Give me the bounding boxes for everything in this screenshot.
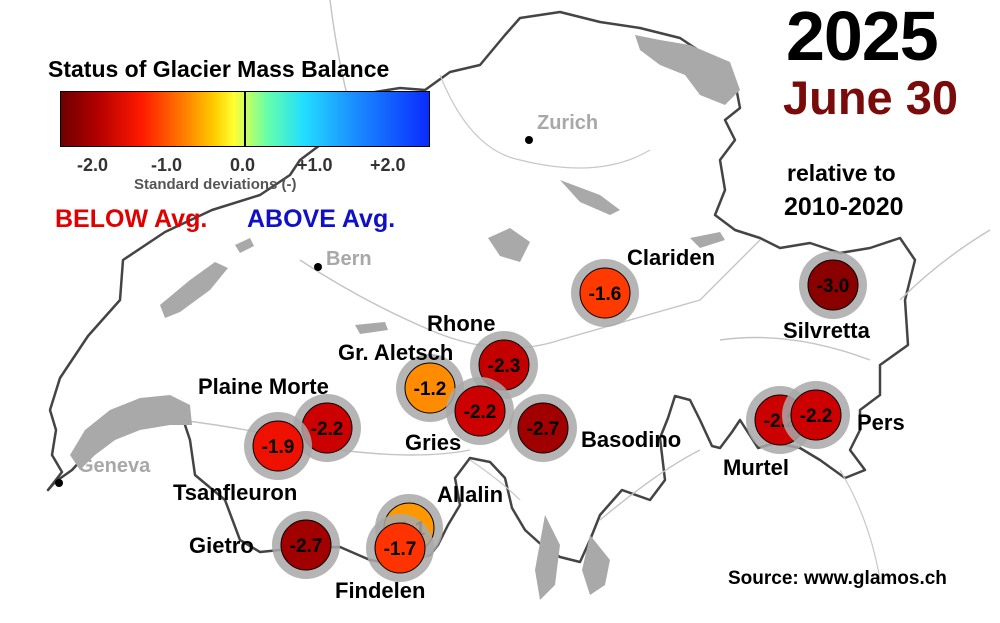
lake-biel xyxy=(235,238,254,253)
marker-dot xyxy=(579,267,631,319)
marker-value: -1.2 xyxy=(414,379,447,400)
marker-value: -3.0 xyxy=(817,276,850,297)
bern-dot xyxy=(314,263,322,271)
scale-tick: -2.0 xyxy=(77,155,109,175)
marker-value: -2.7 xyxy=(290,536,323,557)
lake-lugano xyxy=(582,535,610,595)
glacier-marker-basodino: -2.7 xyxy=(509,394,577,462)
glacier-label-silvretta: Silvretta xyxy=(783,318,870,343)
rivers xyxy=(439,74,881,581)
color-scale-bar xyxy=(60,91,430,147)
marker-dot xyxy=(280,519,332,571)
marker-dot xyxy=(252,420,304,472)
city-label-geneva: Geneva xyxy=(78,455,151,477)
glacier-marker-gries: -2.2 xyxy=(446,377,514,445)
source-credit: Source: www.glamos.ch xyxy=(728,568,947,589)
scale-tick: +1.0 xyxy=(297,155,333,175)
scale-tick: +2.0 xyxy=(370,155,406,175)
swiss-border xyxy=(46,10,917,567)
lake-walen xyxy=(690,232,725,248)
glacier-label-tsanfleuron: Tsanfleuron xyxy=(173,480,298,505)
glacier-label-murtel: Murtel xyxy=(723,455,789,480)
marker-value: -1.6 xyxy=(589,284,622,305)
glacier-markers: -1.6-3.0-2.3-1.2-2.2-2.7-2.2-1.9-1.1-1.7… xyxy=(244,251,867,582)
glacier-label-findelen: Findelen xyxy=(335,578,426,603)
glacier-label-gries: Gries xyxy=(405,430,462,455)
geneva-dot xyxy=(55,479,63,487)
lake-geneva xyxy=(70,395,192,470)
date-title: June 30 xyxy=(783,71,959,124)
city-label-zurich: Zurich xyxy=(537,112,599,134)
lake-constance xyxy=(635,35,740,105)
marker-value: -1.9 xyxy=(262,437,295,458)
marker-value: -2.2 xyxy=(800,406,833,427)
lakes xyxy=(70,35,740,600)
legend-title: Status of Glacier Mass Balance xyxy=(48,56,390,82)
glacier-label-pers: Pers xyxy=(857,410,905,435)
reference-period-value: 2010-2020 xyxy=(784,193,904,221)
glacier-label-clariden: Clariden xyxy=(627,245,716,270)
glacier-label-aletsch: Gr. Aletsch xyxy=(338,340,454,365)
glacier-marker-findelen: -1.7 xyxy=(366,514,434,582)
marker-value: -2.2 xyxy=(464,402,497,423)
below-average-label: BELOW Avg. xyxy=(55,205,208,233)
marker-dot xyxy=(374,522,426,574)
marker-dot xyxy=(454,385,506,437)
marker-dot xyxy=(517,402,569,454)
glacier-marker-gietro: -2.7 xyxy=(272,511,340,579)
lake-zurich xyxy=(560,180,620,215)
zero-line xyxy=(244,92,246,146)
reference-period-label: relative to xyxy=(787,160,896,186)
marker-dot xyxy=(807,259,859,311)
lake-neuchatel xyxy=(160,262,228,318)
glacier-marker-silvretta: -3.0 xyxy=(799,251,867,319)
glacier-marker-pers: -2.2 xyxy=(782,381,850,449)
marker-dot xyxy=(790,389,842,441)
glacier-marker-tsanfleuron: -1.9 xyxy=(244,412,312,480)
scale-caption: Standard deviations (-) xyxy=(134,176,297,193)
glacier-label-basodino: Basodino xyxy=(581,427,682,452)
glacier-label-gietro: Gietro xyxy=(189,533,254,558)
glacier-label-plaine-morte: Plaine Morte xyxy=(198,374,329,399)
scale-tick: 0.0 xyxy=(230,155,256,175)
glacier-marker-clariden: -1.6 xyxy=(571,259,639,327)
marker-value: -2.3 xyxy=(488,356,521,377)
lake-thun xyxy=(355,322,388,334)
lake-maggiore xyxy=(535,515,560,600)
glacier-label-rhone: Rhone xyxy=(427,311,496,336)
marker-value: -2.7 xyxy=(527,419,560,440)
marker-value: -1.7 xyxy=(384,539,417,560)
scale-tick: -1.0 xyxy=(151,155,183,175)
lake-lucerne xyxy=(488,228,530,262)
city-label-bern: Bern xyxy=(326,248,372,270)
glacier-label-allalin: Allalin xyxy=(437,482,504,507)
above-average-label: ABOVE Avg. xyxy=(247,205,396,233)
zurich-dot xyxy=(525,136,533,144)
marker-value: -2.2 xyxy=(311,419,344,440)
year-title: 2025 xyxy=(786,0,939,75)
